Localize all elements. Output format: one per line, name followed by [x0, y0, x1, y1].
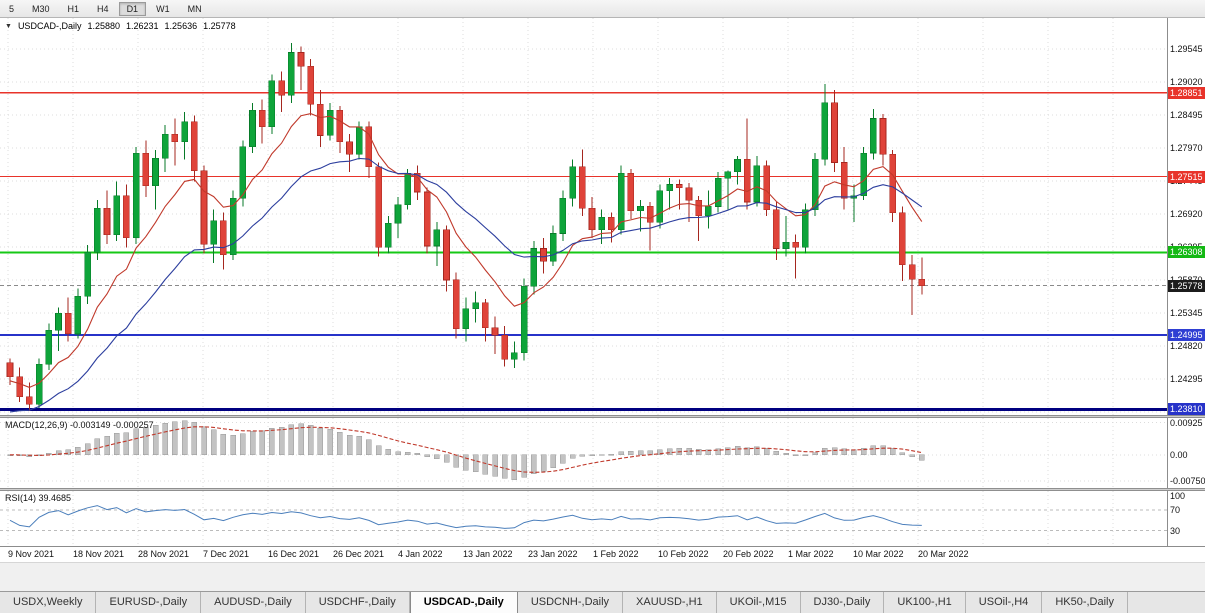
timeframe-button-h1[interactable]: H1: [67, 3, 80, 14]
chart-tab-ukoil-m15[interactable]: UKOil-,M15: [717, 592, 801, 613]
ohlc-close-value: 1.25778: [203, 21, 236, 31]
macd-axis[interactable]: 0.00925 0.00 -0.00750: [1167, 418, 1205, 488]
timeframe-button-w1[interactable]: W1: [156, 3, 170, 14]
date-tick-label: 23 Jan 2022: [528, 549, 578, 559]
date-tick-label: 13 Jan 2022: [463, 549, 513, 559]
date-tick-label: 1 Feb 2022: [593, 549, 639, 559]
chart-tab-usdchf-daily[interactable]: USDCHF-,Daily: [306, 592, 410, 613]
date-tick-label: 7 Dec 2021: [203, 549, 250, 559]
rsi-tick-label: 70: [1170, 505, 1181, 515]
price-tick-label: 1.27970: [1170, 143, 1203, 153]
rsi-axis[interactable]: 100 70 30: [1167, 491, 1205, 546]
date-tick-label: 9 Nov 2021: [8, 549, 55, 559]
collapse-chart-icon[interactable]: ▼: [5, 22, 12, 30]
date-tick-label: 28 Nov 2021: [138, 549, 190, 559]
timeframe-button-m30[interactable]: M30: [32, 3, 50, 14]
price-tick-label: 1.24820: [1170, 341, 1203, 351]
ohlc-open-value: 1.25880: [87, 21, 120, 31]
price-level-badge: 1.26308: [1168, 246, 1205, 258]
macd-tick-label: 0.00: [1170, 450, 1188, 460]
date-tick-label: 16 Dec 2021: [268, 549, 320, 559]
workspace-filler: [0, 562, 1205, 591]
chart-tab-xauusd-h1[interactable]: XAUUSD-,H1: [623, 592, 717, 613]
price-chart-canvas[interactable]: [0, 18, 1167, 415]
price-level-badge: 1.24995: [1168, 329, 1205, 341]
price-level-badge: 1.27515: [1168, 171, 1205, 183]
timeframe-button-5[interactable]: 5: [9, 3, 15, 14]
chart-symbol-label: USDCAD-,Daily: [17, 21, 82, 31]
chart-tab-usdx-weekly[interactable]: USDX,Weekly: [0, 592, 97, 613]
rsi-tick-label: 30: [1170, 526, 1181, 536]
timeframe-button-mn[interactable]: MN: [187, 3, 202, 14]
price-tick-label: 1.24295: [1170, 374, 1203, 384]
timeframe-button-d1[interactable]: D1: [118, 1, 147, 16]
main-chart-panel: ▼ USDCAD-,Daily 1.25880 1.26231 1.25636 …: [0, 18, 1205, 417]
rsi-label: RSI(14) 39.4685: [5, 493, 72, 503]
price-tick-label: 1.28495: [1170, 110, 1203, 120]
timeframe-button-h4[interactable]: H4: [97, 3, 109, 14]
rsi-tick-label: 100: [1170, 491, 1186, 501]
date-tick-label: 1 Mar 2022: [788, 549, 834, 559]
date-tick-label: 20 Mar 2022: [918, 549, 969, 559]
price-level-badge: 1.23810: [1168, 403, 1205, 415]
price-level-badge: 1.28851: [1168, 87, 1205, 99]
date-tick-label: 4 Jan 2022: [398, 549, 443, 559]
macd-tick-label: 0.00925: [1170, 418, 1203, 428]
timeframe-toolbar: 5 M30 H1 H4 D1 W1 MN: [0, 0, 1205, 18]
chart-tab-usdcad-daily[interactable]: USDCAD-,Daily: [409, 592, 518, 613]
date-tick-label: 10 Mar 2022: [853, 549, 904, 559]
date-tick-label: 26 Dec 2021: [333, 549, 385, 559]
panel-splitter[interactable]: [0, 415, 1205, 418]
date-tick-label: 20 Feb 2022: [723, 549, 774, 559]
date-tick-label: 10 Feb 2022: [658, 549, 709, 559]
date-tick-label: 18 Nov 2021: [73, 549, 125, 559]
rsi-panel: RSI(14) 39.4685 100 70 30: [0, 491, 1205, 546]
chart-tab-dj30-daily[interactable]: DJ30-,Daily: [801, 592, 885, 613]
price-tick-label: 1.26920: [1170, 209, 1203, 219]
price-tick-label: 1.25345: [1170, 308, 1203, 318]
price-tick-label: 1.29545: [1170, 44, 1203, 54]
chart-tab-uk100-h1[interactable]: UK100-,H1: [884, 592, 966, 613]
ohlc-low-value: 1.25636: [164, 21, 198, 31]
chart-tab-usdcnh-daily[interactable]: USDCNH-,Daily: [518, 592, 624, 613]
chart-tab-audusd-daily[interactable]: AUDUSD-,Daily: [201, 592, 306, 613]
macd-tick-label: -0.00750: [1170, 476, 1205, 486]
date-axis[interactable]: 9 Nov 2021 18 Nov 2021 28 Nov 2021 7 Dec 20…: [0, 546, 1205, 562]
ohlc-high-value: 1.26231: [126, 21, 159, 31]
chart-tab-eurusd-daily[interactable]: EURUSD-,Daily: [96, 592, 202, 613]
panel-splitter[interactable]: [0, 488, 1205, 491]
chart-tab-usoil-h4[interactable]: USOil-,H4: [966, 592, 1043, 613]
price-axis[interactable]: 1.295451.290201.284951.279701.274451.269…: [1167, 18, 1205, 417]
price-level-badge: 1.25778: [1168, 280, 1205, 292]
chart-tab-bar: USDX,Weekly EURUSD-,Daily AUDUSD-,Daily USD…: [0, 591, 1205, 613]
chart-title: ▼ USDCAD-,Daily 1.25880 1.26231 1.25636 …: [5, 21, 236, 31]
rsi-canvas[interactable]: [0, 491, 1167, 546]
macd-canvas[interactable]: [0, 418, 1167, 488]
price-tick-label: 1.29020: [1170, 77, 1203, 87]
chart-tab-hk50-daily[interactable]: HK50-,Daily: [1042, 592, 1128, 613]
macd-label: MACD(12,26,9) -0.003149 -0.000257: [5, 420, 154, 430]
macd-panel: MACD(12,26,9) -0.003149 -0.000257 0.0092…: [0, 418, 1205, 488]
